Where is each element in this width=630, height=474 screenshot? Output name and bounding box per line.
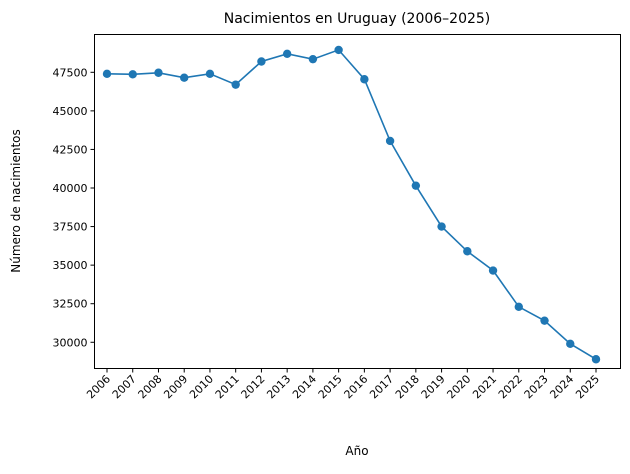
data-point (360, 75, 369, 84)
data-point (257, 57, 266, 66)
x-tick-label: 2007 (110, 372, 139, 401)
y-tick-label: 47500 (53, 66, 88, 79)
y-axis: 30000 32500 35000 37500 40000 42500 45000 47500 (53, 66, 95, 349)
y-axis-label: Número de nacimientos (9, 129, 23, 273)
x-tick-label: 2023 (522, 372, 551, 401)
chart-title: Nacimientos en Uruguay (2006–2025) (224, 11, 491, 27)
y-tick-label: 45000 (53, 105, 88, 118)
x-tick-label: 2008 (136, 372, 165, 401)
data-point (540, 316, 549, 325)
data-point (205, 69, 215, 79)
y-tick-label: 40000 (53, 182, 88, 195)
x-tick-label: 2006 (84, 372, 113, 401)
y-tick-label: 37500 (53, 221, 88, 234)
data-point (411, 181, 421, 190)
y-tick-label: 30000 (53, 336, 88, 349)
x-tick-label: 2024 (547, 372, 576, 401)
x-tick-label: 2014 (290, 372, 319, 401)
data-point (231, 80, 240, 89)
series-line (106, 48, 597, 360)
data-points (102, 45, 601, 364)
x-tick-label: 2010 (187, 372, 216, 401)
x-tick-label: 2012 (239, 372, 268, 401)
y-tick-label: 42500 (53, 143, 88, 156)
data-point (463, 247, 472, 256)
y-tick-label: 32500 (53, 298, 88, 311)
x-tick-label: 2009 (161, 372, 190, 401)
y-tick-label: 35000 (53, 259, 88, 272)
x-tick-label: 2021 (470, 372, 499, 401)
x-tick-label: 2020 (444, 372, 473, 401)
data-point (514, 302, 523, 311)
x-tick-label: 2011 (213, 372, 242, 401)
x-axis-label: Año (345, 444, 368, 458)
data-point (308, 54, 318, 64)
data-point (566, 339, 575, 349)
data-point (102, 69, 112, 79)
x-tick-label: 2019 (419, 372, 448, 401)
x-tick-label: 2017 (367, 372, 396, 401)
data-point (180, 73, 189, 82)
data-point (385, 136, 395, 146)
data-point (334, 45, 343, 55)
data-point (488, 266, 498, 275)
x-tick-label: 2013 (264, 372, 293, 401)
x-axis: 2006200720082009201020112012201320142015… (84, 368, 602, 401)
data-point (154, 68, 163, 77)
x-tick-label: 2025 (573, 372, 602, 401)
plot-frame (94, 34, 621, 369)
x-tick-label: 2018 (393, 372, 422, 401)
x-tick-label: 2022 (496, 372, 525, 401)
data-point (437, 222, 446, 231)
data-point (282, 49, 292, 58)
x-tick-label: 2016 (341, 372, 370, 401)
data-point (128, 70, 137, 79)
x-tick-label: 2015 (316, 372, 345, 401)
data-point (591, 355, 601, 364)
